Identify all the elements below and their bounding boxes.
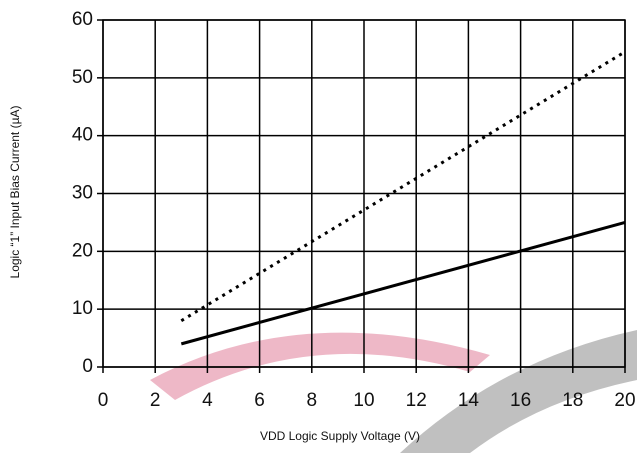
data-line xyxy=(180,50,626,323)
x-tick-label: 10 xyxy=(353,390,374,411)
y-tick-label: 20 xyxy=(72,240,93,261)
x-tick-label: 4 xyxy=(202,390,213,411)
y-tick-label: 40 xyxy=(72,125,93,146)
y-tick-label: 10 xyxy=(72,298,93,319)
x-tick-label: 0 xyxy=(98,390,109,411)
x-tick-label: 20 xyxy=(614,390,635,411)
watermark xyxy=(150,332,490,400)
x-tick-label: 8 xyxy=(307,390,318,411)
y-tick-label: 50 xyxy=(72,67,93,88)
y-axis-label: Logic “1” Input Bias Current (µA) xyxy=(8,106,22,279)
y-tick-label: 30 xyxy=(72,183,93,204)
watermark xyxy=(400,330,637,453)
y-tick-label: 60 xyxy=(72,9,93,30)
x-axis-label: VDD Logic Supply Voltage (V) xyxy=(260,429,420,443)
x-tick-label: 18 xyxy=(562,390,583,411)
x-tick-label: 16 xyxy=(510,390,531,411)
x-tick-label: 14 xyxy=(458,390,480,411)
data-line xyxy=(180,220,626,346)
y-tick-label: 0 xyxy=(82,356,93,377)
x-tick-label: 6 xyxy=(254,390,265,411)
plot-frame xyxy=(102,19,626,368)
x-tick-label: 12 xyxy=(406,390,427,411)
x-tick-label: 2 xyxy=(150,390,161,411)
